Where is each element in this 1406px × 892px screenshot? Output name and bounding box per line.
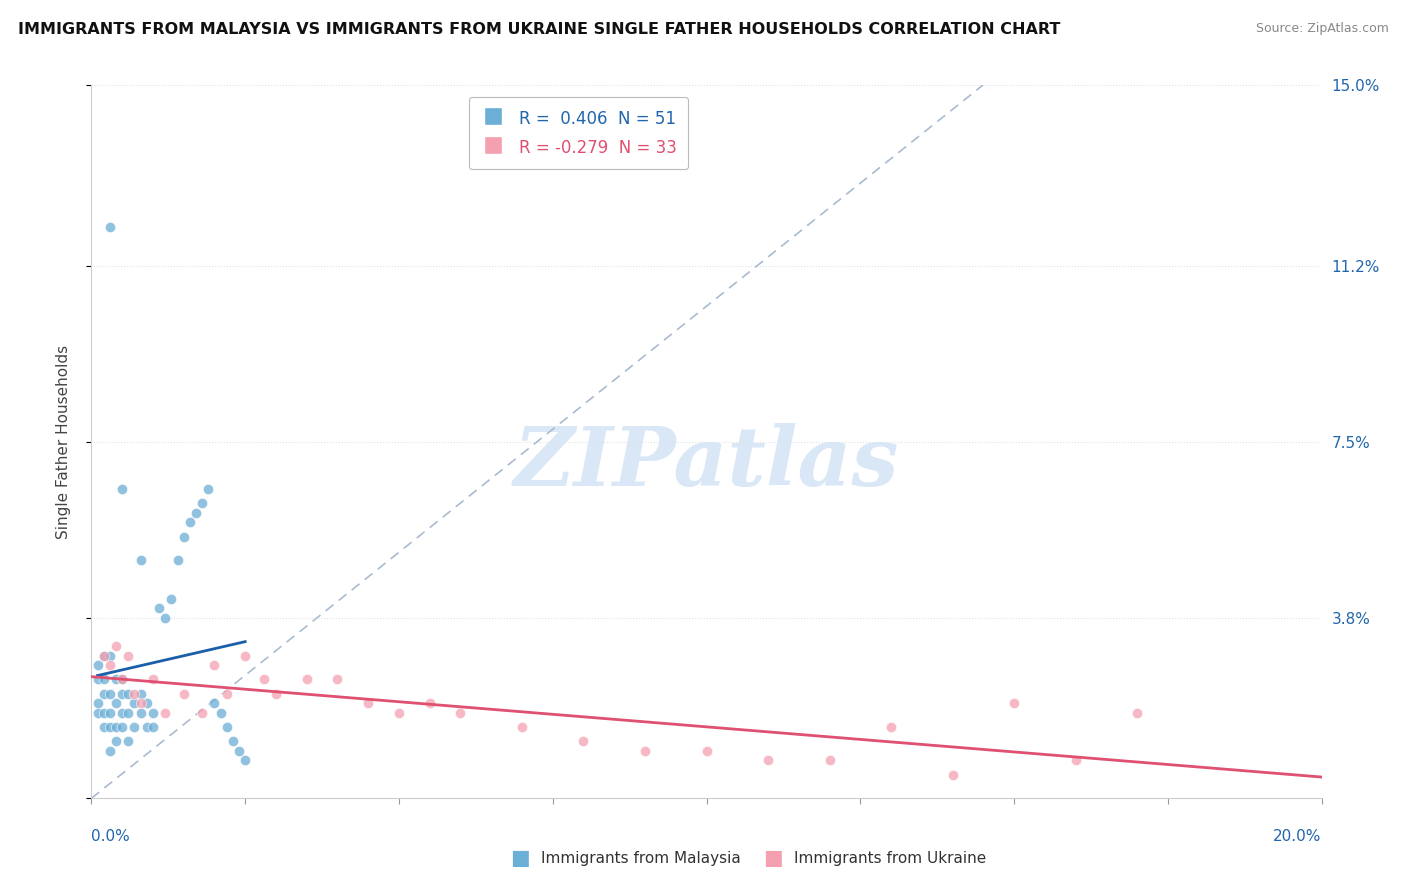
Point [215,720,238,734]
Point [1126,706,1149,720]
Point [129,696,152,710]
Point [173,530,195,544]
Point [160,591,183,606]
Point [86,706,108,720]
Point [173,687,195,701]
Text: Source: ZipAtlas.com: Source: ZipAtlas.com [1256,22,1389,36]
Point [228,744,250,758]
Point [179,516,201,530]
Point [449,706,471,720]
Point [135,696,157,710]
Point [153,610,177,624]
Text: 0.0%: 0.0% [91,830,131,844]
Point [510,720,533,734]
Text: IMMIGRANTS FROM MALAYSIA VS IMMIGRANTS FROM UKRAINE SINGLE FATHER HOUSEHOLDS COR: IMMIGRANTS FROM MALAYSIA VS IMMIGRANTS F… [18,22,1060,37]
Point [129,553,152,567]
Point [357,696,380,710]
Point [295,673,318,687]
Point [202,696,225,710]
Point [105,720,127,734]
Point [253,673,276,687]
Text: 20.0%: 20.0% [1274,830,1322,844]
Point [1064,753,1087,767]
Point [98,658,121,673]
Point [166,553,188,567]
Point [880,720,903,734]
Point [215,687,238,701]
Point [1002,696,1025,710]
Point [233,753,256,767]
Point [93,648,115,663]
Point [111,706,134,720]
Point [142,706,165,720]
Point [111,720,134,734]
Point [388,706,411,720]
Text: Immigrants from Ukraine: Immigrants from Ukraine [794,851,987,865]
Point [942,767,965,781]
Point [153,706,177,720]
Legend: R =  0.406  N = 51, R = -0.279  N = 33: R = 0.406 N = 51, R = -0.279 N = 33 [468,96,689,169]
Point [93,687,115,701]
Point [129,687,152,701]
Point [111,482,134,496]
Point [93,706,115,720]
Point [98,720,121,734]
Point [202,658,225,673]
Point [98,687,121,701]
Point [117,734,139,748]
Point [98,648,121,663]
Point [124,720,146,734]
Point [222,734,245,748]
Point [124,696,146,710]
Point [124,687,146,701]
Point [105,696,127,710]
Point [696,744,718,758]
Point [129,706,152,720]
Point [98,706,121,720]
Point [86,696,108,710]
Point [233,648,256,663]
Point [93,720,115,734]
Text: ■: ■ [763,848,783,868]
Point [111,673,134,687]
Point [184,506,207,520]
Point [98,220,121,235]
Point [105,673,127,687]
Point [634,744,657,758]
Point [105,639,127,653]
Point [818,753,841,767]
Point [111,673,134,687]
Point [209,706,232,720]
Point [142,720,165,734]
Y-axis label: Single Father Households: Single Father Households [56,344,70,539]
Point [117,648,139,663]
Point [117,706,139,720]
Text: ■: ■ [510,848,530,868]
Point [197,482,219,496]
Text: ZIPatlas: ZIPatlas [513,423,900,503]
Point [86,658,108,673]
Point [98,744,121,758]
Point [756,753,779,767]
Point [148,601,170,615]
Point [111,687,134,701]
Point [86,673,108,687]
Point [264,687,287,701]
Point [191,496,214,510]
Point [117,687,139,701]
Point [419,696,441,710]
Point [105,734,127,748]
Point [93,673,115,687]
Point [135,720,157,734]
Point [326,673,349,687]
Point [93,648,115,663]
Text: Immigrants from Malaysia: Immigrants from Malaysia [541,851,741,865]
Point [142,673,165,687]
Point [572,734,595,748]
Point [191,706,214,720]
